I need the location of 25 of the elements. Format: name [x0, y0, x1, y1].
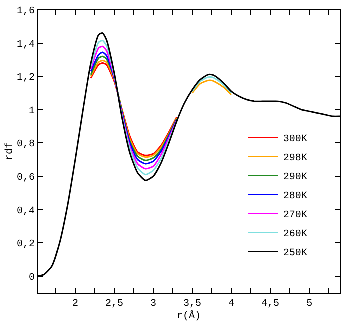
x-tick-label: 4: [228, 299, 235, 310]
legend-label: 280K: [283, 192, 308, 203]
x-tick-label: 2,5: [105, 299, 124, 310]
y-axis-title: rdf: [4, 142, 16, 161]
y-tick-label: 0,8: [16, 140, 35, 151]
y-tick-label: 1,4: [16, 40, 35, 51]
y-tick-label: 0,2: [16, 240, 35, 251]
x-tick-label: 3: [150, 299, 156, 310]
x-tick-label: 2: [72, 299, 78, 310]
x-tick-label: 4,5: [262, 299, 280, 310]
y-tick-label: 1: [28, 106, 35, 118]
y-tick-label: 1,6: [16, 6, 35, 18]
y-tick-label: 0,6: [16, 172, 35, 184]
legend-label: 270K: [283, 210, 308, 222]
legend-label: 300K: [283, 134, 308, 146]
y-tick-label: 1,2: [16, 73, 35, 84]
legend-label: 298K: [283, 154, 308, 165]
y-tick-label: 0: [28, 272, 35, 284]
x-tick-label: 5: [306, 299, 313, 310]
x-tick-label: 3,5: [184, 299, 202, 310]
legend-label: 250K: [283, 248, 308, 260]
legend-label: 290K: [283, 172, 308, 184]
legend-label: 260K: [283, 230, 308, 241]
x-axis-title: r(Å): [176, 310, 202, 322]
y-tick-label: 0,4: [16, 206, 35, 218]
